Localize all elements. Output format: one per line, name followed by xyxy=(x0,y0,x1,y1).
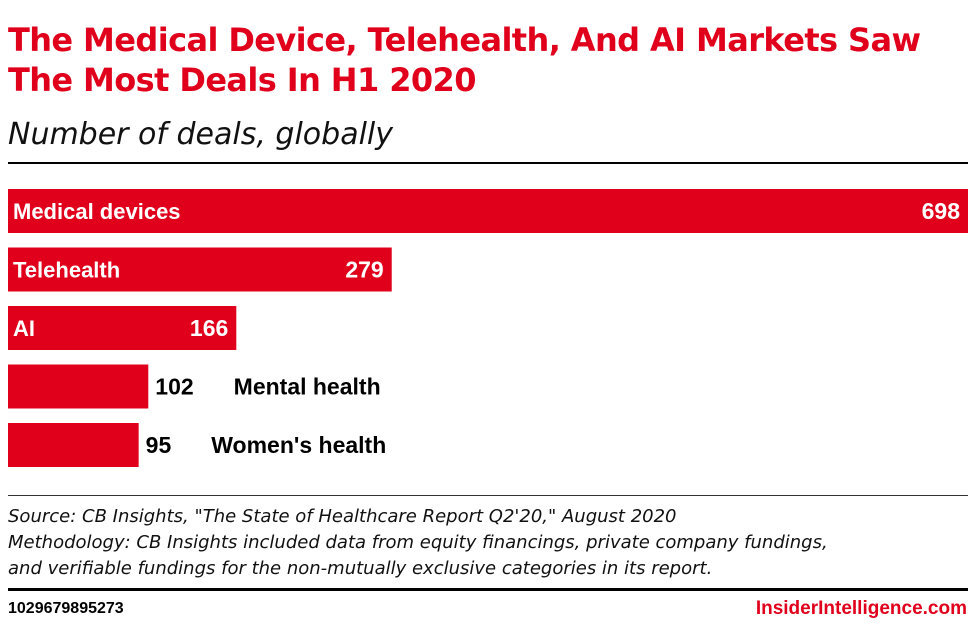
chart-notes: Source: CB Insights, "The State of Healt… xyxy=(8,504,968,582)
category-label-medical-devices: Medical devices xyxy=(13,199,181,224)
value-label-telehealth: 279 xyxy=(345,257,383,283)
chart-subtitle: Number of deals, globally xyxy=(8,117,394,152)
category-label-mental-health: Mental health xyxy=(234,374,381,400)
value-label-mental-health: 102 xyxy=(155,374,193,400)
bar-mental-health xyxy=(8,364,149,409)
value-label-ai: 166 xyxy=(190,315,228,341)
source-note: Source: CB Insights, "The State of Healt… xyxy=(8,506,677,527)
bar-ai xyxy=(8,306,237,350)
bar-chart: Medical devices 698 Telehealth 279 AI 166 102 M… xyxy=(8,189,968,467)
bottom-divider xyxy=(8,588,968,591)
brand-link[interactable]: InsiderIntelligence.com xyxy=(755,598,967,619)
methodology-note-line-1: Methodology: CB Insights included data f… xyxy=(8,532,828,553)
category-label-ai: AI xyxy=(13,316,35,341)
value-label-women-s-health: 95 xyxy=(146,432,172,458)
top-divider xyxy=(8,162,968,164)
chart-id: 1029679895273 xyxy=(8,600,124,617)
category-label-telehealth: Telehealth xyxy=(13,258,120,283)
bar-medical-devices xyxy=(8,189,968,233)
category-label-women-s-health: Women's health xyxy=(211,432,386,458)
chart-title: The Medical Device, Telehealth, And AI M… xyxy=(8,21,921,99)
value-label-medical-devices: 698 xyxy=(922,198,961,224)
bar-women-s-health xyxy=(8,423,139,467)
bar-telehealth xyxy=(8,247,392,292)
notes-divider xyxy=(8,495,968,496)
methodology-note-line-2: and verifiable fundings for the non-mutu… xyxy=(8,558,713,579)
